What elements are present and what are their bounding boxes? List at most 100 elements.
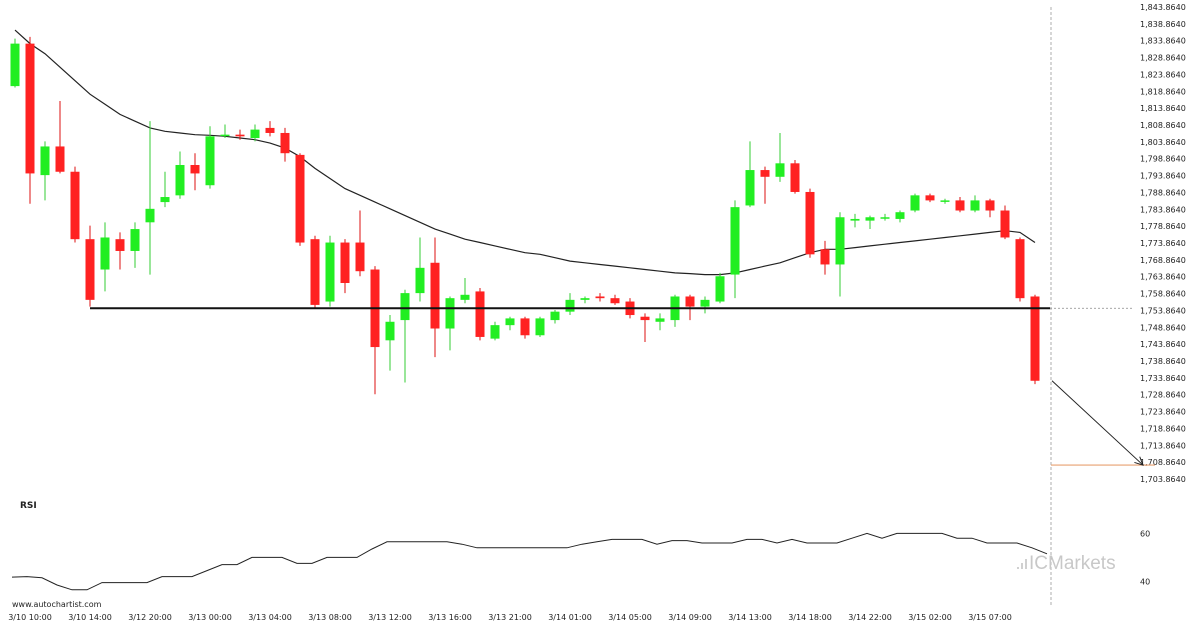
candle <box>415 237 425 302</box>
price-axis: 1,703.8640 1,708.8640 1,713.8640 1,718.8640… <box>1140 3 1186 484</box>
price-tick-label: 1,808.8640 <box>1140 121 1186 130</box>
candle-body <box>250 129 260 139</box>
price-tick-label: 1,823.8640 <box>1140 70 1186 79</box>
time-tick-label: 3/13 08:00 <box>308 613 352 622</box>
candle <box>445 296 455 351</box>
candle-body <box>880 217 890 219</box>
candle <box>325 235 335 307</box>
candle-body <box>160 197 170 203</box>
source-credit: www.autochartist.com <box>12 600 102 609</box>
price-tick-label: 1,728.8640 <box>1140 391 1186 400</box>
price-tick-label: 1,833.8640 <box>1140 37 1186 46</box>
candle <box>850 213 860 228</box>
candle-body <box>835 217 845 265</box>
candle-body <box>70 171 80 240</box>
candle-body <box>760 170 770 177</box>
time-tick-label: 3/14 22:00 <box>848 613 892 622</box>
candle <box>520 316 530 339</box>
price-tick-label: 1,828.8640 <box>1140 54 1186 63</box>
candle-body <box>685 296 695 307</box>
time-tick-label: 3/14 09:00 <box>668 613 712 622</box>
candle-body <box>295 154 305 243</box>
candle-body <box>745 170 755 206</box>
price-tick-label: 1,818.8640 <box>1140 87 1186 96</box>
candle <box>475 288 485 341</box>
time-tick-label: 3/14 18:00 <box>788 613 832 622</box>
price-tick-label: 1,798.8640 <box>1140 155 1186 164</box>
candle <box>1015 237 1025 302</box>
time-tick-label: 3/13 16:00 <box>428 613 472 622</box>
rsi-series <box>11 532 1048 591</box>
candle <box>715 272 725 304</box>
price-tick-label: 1,703.8640 <box>1140 475 1186 484</box>
candle-body <box>220 134 230 137</box>
candle-body <box>190 164 200 174</box>
price-tick-label: 1,723.8640 <box>1140 408 1186 417</box>
candle-body <box>1015 239 1025 299</box>
candle <box>640 313 650 342</box>
candle <box>1030 294 1040 385</box>
time-tick-label: 3/12 20:00 <box>128 613 172 622</box>
price-tick-label: 1,718.8640 <box>1140 424 1186 433</box>
candle <box>190 153 200 191</box>
candle-body <box>955 200 965 211</box>
candle <box>790 159 800 194</box>
candle-body <box>655 318 665 322</box>
candle <box>580 296 590 304</box>
price-tick-label: 1,713.8640 <box>1140 441 1186 450</box>
price-tick-label: 1,783.8640 <box>1140 205 1186 214</box>
candle-body <box>865 217 875 221</box>
price-tick-label: 1,843.8640 <box>1140 3 1186 12</box>
price-tick-label: 1,758.8640 <box>1140 290 1186 299</box>
candle <box>895 210 905 223</box>
candle <box>145 121 155 275</box>
time-tick-label: 3/14 01:00 <box>548 613 592 622</box>
candle <box>865 215 875 230</box>
forecast-arrow-line <box>1051 380 1144 466</box>
candle-body <box>610 298 620 304</box>
forecast-arrow-head <box>1134 456 1144 466</box>
candle-body <box>415 267 425 294</box>
candle-body <box>475 291 485 337</box>
candle-body <box>100 237 110 270</box>
time-tick-label: 3/13 00:00 <box>188 613 232 622</box>
candle <box>745 141 755 208</box>
candle <box>310 235 320 309</box>
candle <box>280 127 290 162</box>
candle-body <box>580 298 590 300</box>
candle-body <box>40 146 50 176</box>
brand-dots-icon <box>1017 559 1027 569</box>
candle-body <box>850 218 860 221</box>
candle-body <box>175 164 185 196</box>
candle-body <box>490 325 500 339</box>
candle-body <box>430 262 440 329</box>
candle <box>700 296 710 314</box>
candle <box>595 293 605 302</box>
rsi-axis: 40 60 <box>1140 529 1150 586</box>
candle <box>115 232 125 270</box>
brand-logo: ICMarkets <box>1017 553 1116 574</box>
svg-text:ICMarkets: ICMarkets <box>1029 553 1116 574</box>
pattern-annotations <box>90 7 1155 606</box>
candle <box>355 210 365 277</box>
candle <box>565 293 575 316</box>
time-tick-label: 3/15 02:00 <box>908 613 952 622</box>
candle <box>250 124 260 142</box>
candle-body <box>85 239 95 300</box>
candle <box>295 153 305 246</box>
candle <box>85 225 95 307</box>
price-tick-label: 1,793.8640 <box>1140 172 1186 181</box>
candle <box>40 141 50 201</box>
candle-body <box>970 200 980 211</box>
price-tick-label: 1,708.8640 <box>1140 458 1186 467</box>
rsi-tick-label: 60 <box>1140 529 1150 538</box>
candle-body <box>895 212 905 219</box>
price-tick-label: 1,778.8640 <box>1140 222 1186 231</box>
candle <box>340 239 350 294</box>
candle-body <box>505 318 515 326</box>
candle-body <box>700 299 710 307</box>
candle <box>10 38 20 88</box>
candle <box>400 289 410 383</box>
candle <box>880 213 890 221</box>
candle <box>835 212 845 297</box>
